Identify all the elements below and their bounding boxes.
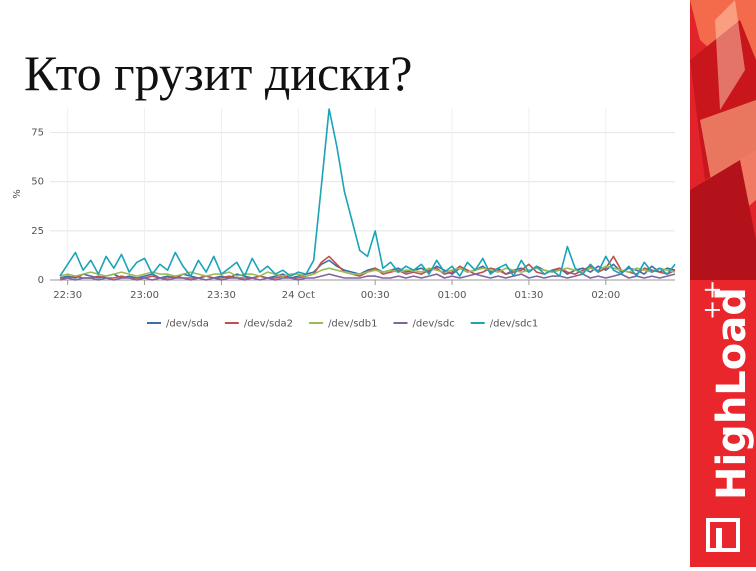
- brand-name: HighLoad: [709, 287, 755, 500]
- x-tick-label: 24 Oct: [282, 290, 315, 301]
- x-tick-label: 02:00: [591, 290, 620, 301]
- logo: [716, 528, 722, 550]
- legend-label: /dev/sda2: [244, 319, 293, 330]
- y-tick-label: 75: [31, 128, 44, 139]
- decor: [690, 160, 756, 280]
- y-axis-label: %: [12, 189, 23, 199]
- x-tick-label: 23:00: [130, 290, 159, 301]
- y-tick-label: 25: [31, 226, 44, 237]
- legend-label: /dev/sdc1: [490, 319, 539, 330]
- legend-label: /dev/sdb1: [328, 319, 377, 330]
- logo: [706, 518, 740, 552]
- legend-label: /dev/sda: [166, 319, 209, 330]
- x-tick-label: 22:30: [53, 290, 82, 301]
- y-tick-label: 50: [31, 177, 44, 188]
- x-tick-label: 00:30: [361, 290, 390, 301]
- series-line: [59, 273, 676, 281]
- brand-suffix: ++: [698, 280, 726, 320]
- x-tick-label: 23:30: [207, 290, 236, 301]
- decor: [715, 0, 745, 110]
- series-line: [59, 108, 676, 277]
- series-line: [59, 265, 676, 277]
- slide-title: Кто грузит диски?: [24, 45, 412, 101]
- legend-label: /dev/sdc: [413, 319, 455, 330]
- y-tick-label: 0: [38, 275, 44, 286]
- brand-panel: HighLoad ++: [690, 0, 756, 567]
- x-tick-label: 01:00: [438, 290, 467, 301]
- x-tick-label: 01:30: [515, 290, 544, 301]
